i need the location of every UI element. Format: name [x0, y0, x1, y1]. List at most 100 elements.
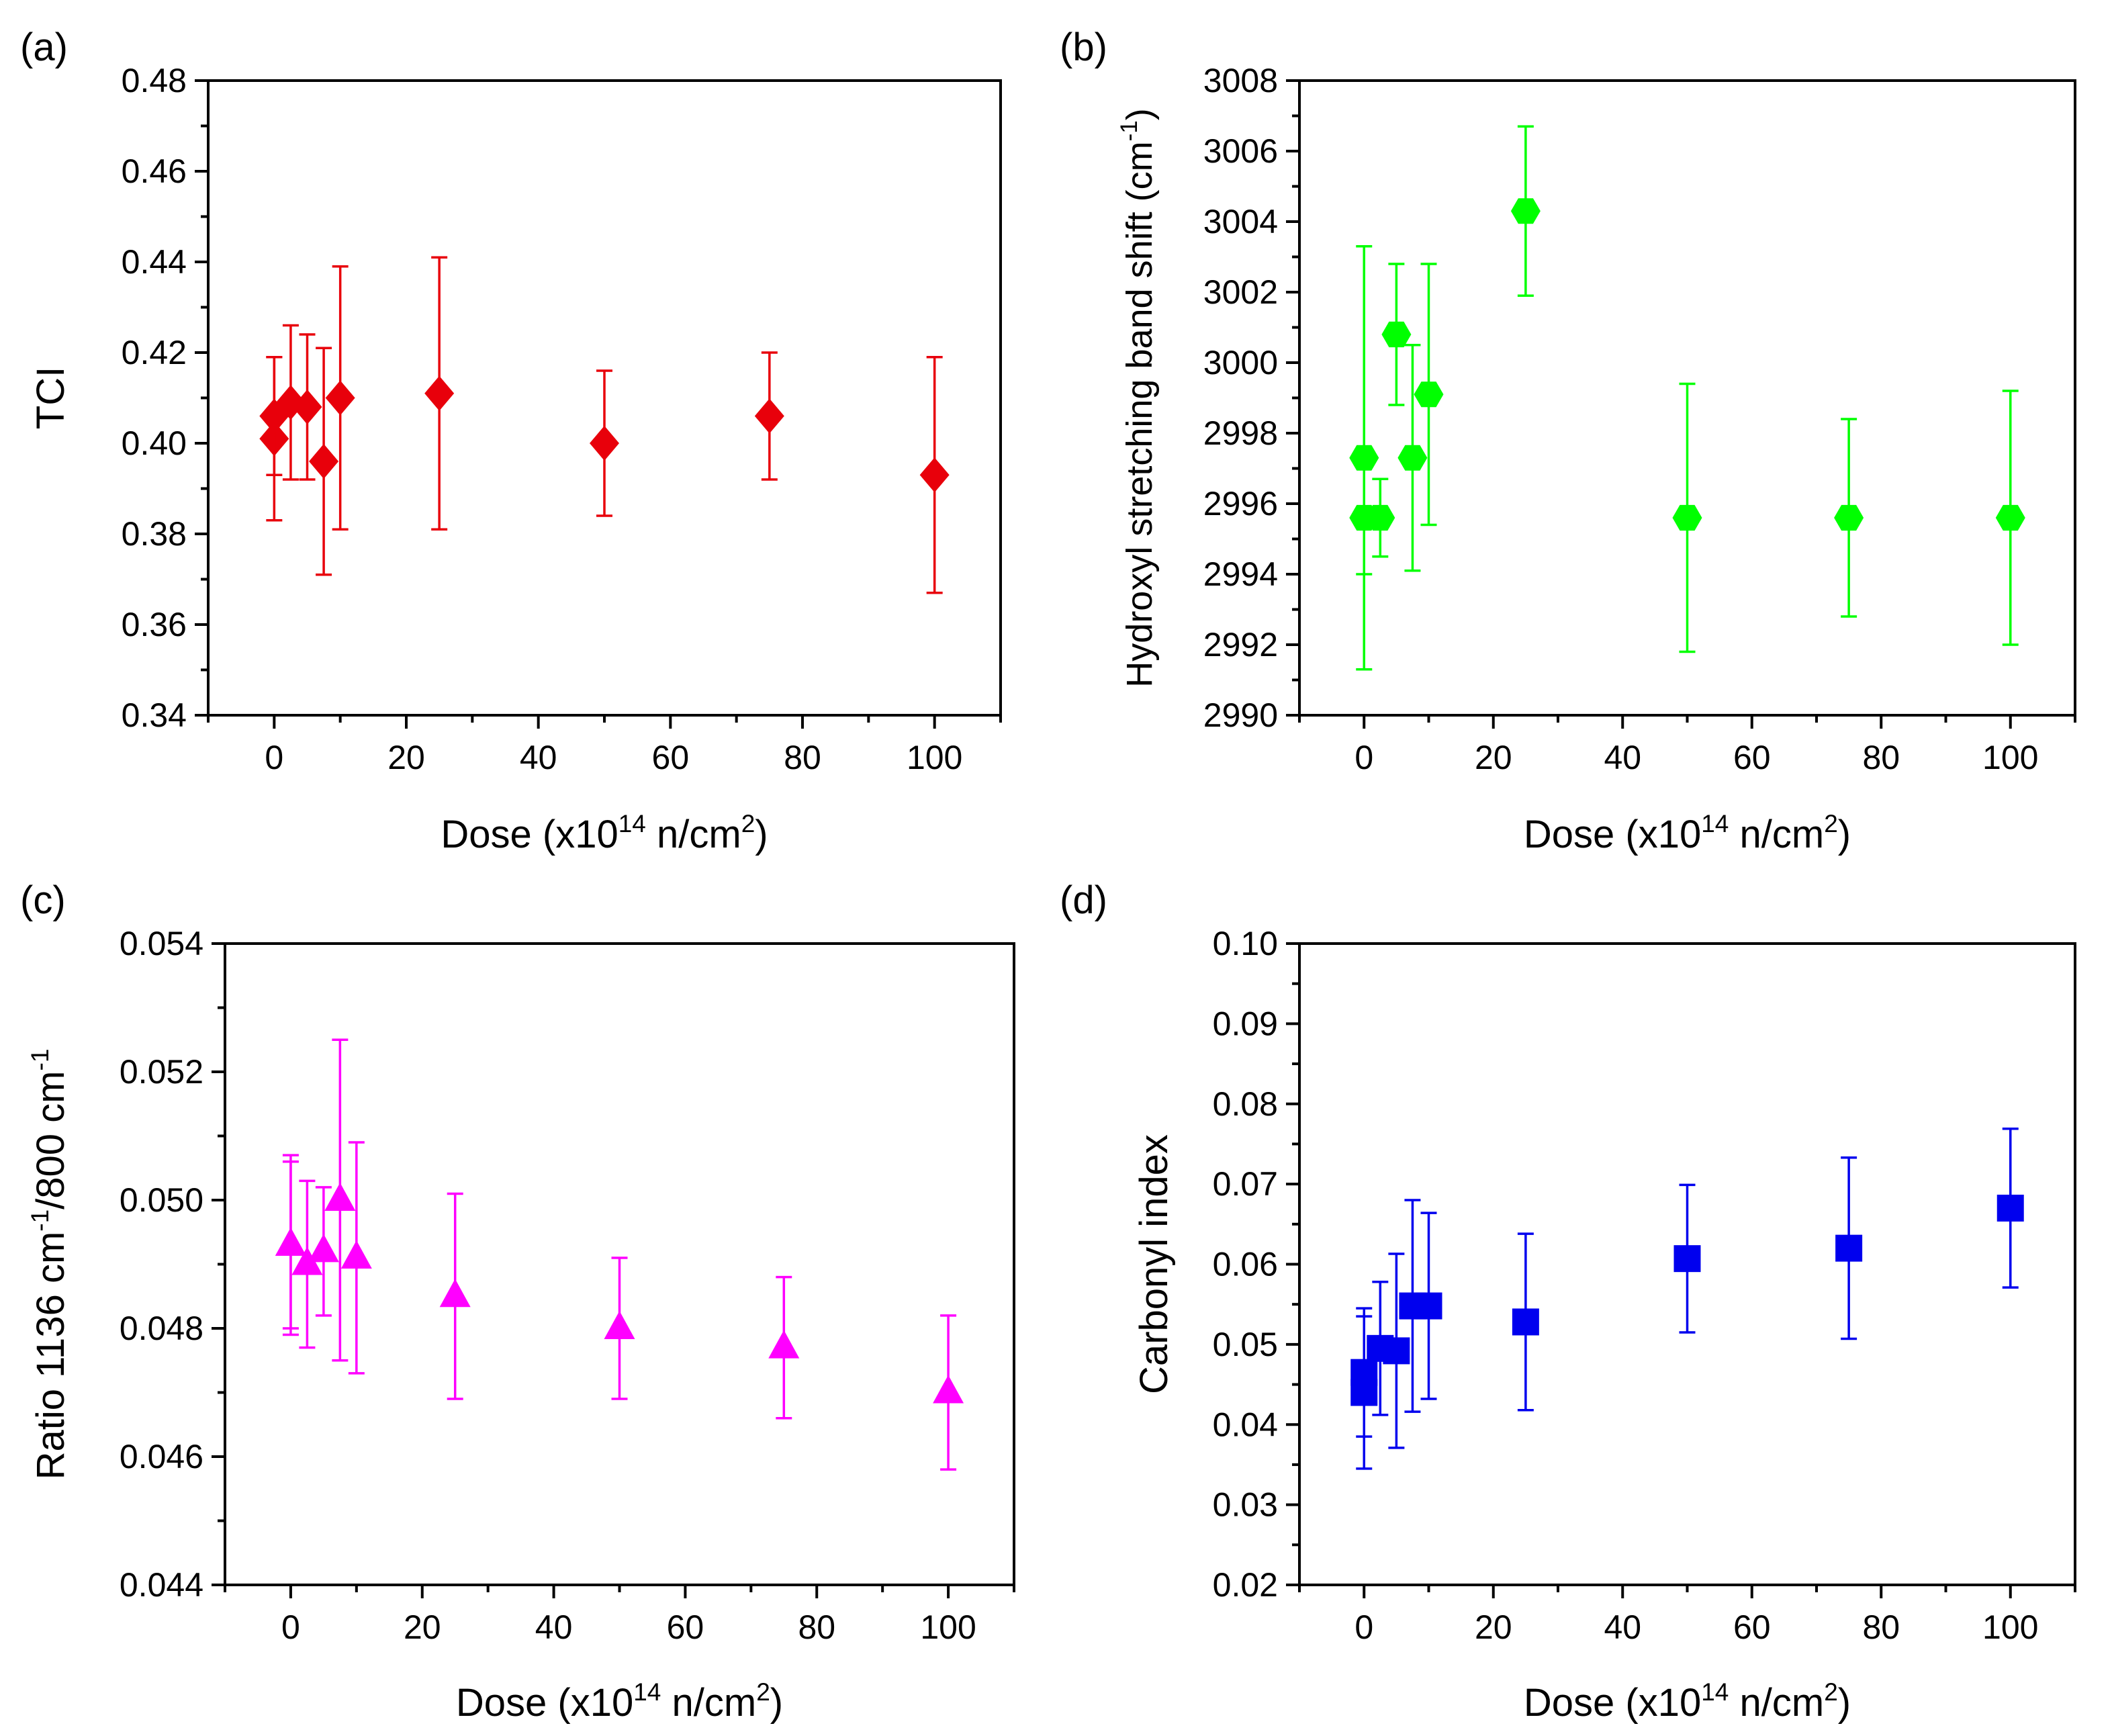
x-tick-label: 100: [1982, 1608, 2038, 1646]
y-axis-title: Carbonyl index: [1132, 1134, 1176, 1394]
marker-diamond: [292, 390, 322, 424]
data-point: [754, 351, 784, 481]
y-tick-label: 0.052: [120, 1053, 203, 1091]
marker-diamond: [309, 444, 339, 479]
marker-triangle: [933, 1375, 964, 1404]
data-point: [1834, 418, 1864, 618]
marker-hexagon: [1365, 504, 1395, 531]
y-tick-label: 0.48: [122, 62, 187, 99]
data-point: [1995, 390, 2025, 646]
data-point: [1672, 382, 1702, 653]
marker-diamond: [754, 398, 784, 434]
panel-c: (c) 0 20 40 60 80 100 0.044 0.046 0.048 0.050 0.052…: [20, 878, 1015, 1725]
x-tick-label: 60: [652, 739, 690, 776]
y-tick-label: 0.34: [122, 696, 187, 734]
data-point: [1510, 125, 1541, 297]
y-tick-label: 0.44: [122, 243, 187, 281]
x-axis-title: Dose (x1014 n/cm2): [441, 810, 768, 856]
y-tick-label: 0.46: [122, 152, 187, 190]
y-tick-label: 0.36: [122, 606, 187, 643]
y-tick-label: 0.03: [1213, 1486, 1278, 1524]
data-point: [1673, 1183, 1701, 1334]
y-tick-label: 0.048: [120, 1310, 203, 1347]
data-point: [919, 356, 950, 594]
y-tick-label: 0.04: [1213, 1406, 1278, 1443]
y-tick-label: 0.06: [1213, 1246, 1278, 1283]
data-point: [1512, 1232, 1539, 1412]
data-point: [604, 1257, 635, 1400]
marker-triangle: [768, 1330, 800, 1359]
y-tick-label: 0.044: [120, 1566, 203, 1604]
x-axis-title: Dose (x1014 n/cm2): [1524, 810, 1851, 856]
x-tick-label: 60: [667, 1608, 704, 1646]
y-tick-label: 3000: [1203, 344, 1278, 381]
x-tick-label: 60: [1733, 739, 1771, 776]
data-point: [309, 347, 339, 576]
x-axis-title: Dose (x1014 n/cm2): [1524, 1678, 1851, 1725]
marker-hexagon: [1672, 504, 1702, 531]
data-point: [590, 369, 619, 517]
data-point: [1365, 477, 1395, 558]
y-tick-label: 2990: [1203, 696, 1278, 734]
data-point: [424, 256, 455, 531]
data-point: [1415, 1212, 1442, 1400]
x-axis-title: Dose (x1014 n/cm2): [456, 1678, 783, 1725]
y-tick-label: 0.42: [122, 334, 187, 371]
marker-triangle: [604, 1311, 635, 1339]
panel-label: (c): [20, 878, 66, 922]
marker-triangle: [291, 1246, 323, 1275]
y-tick-label: 0.10: [1213, 925, 1278, 962]
marker-diamond: [919, 457, 950, 493]
x-tick-label: 40: [1604, 739, 1641, 776]
y-tick-label: 0.09: [1213, 1005, 1278, 1042]
marker-triangle: [340, 1240, 372, 1269]
data-point: [439, 1192, 471, 1400]
y-tick-label: 0.02: [1213, 1566, 1278, 1604]
panel-d: (d) 0 20 40 60 80 100 0.02 0.03 0.04 0.05 0.06 0.07 0…: [1060, 878, 2076, 1725]
data-point: [259, 356, 289, 476]
x-tick-label: 80: [1862, 739, 1900, 776]
marker-triangle: [439, 1279, 471, 1308]
x-tick-label: 20: [1475, 1608, 1512, 1646]
marker-square: [1673, 1245, 1701, 1273]
y-tick-label: 0.08: [1213, 1085, 1278, 1123]
x-tick-label: 20: [387, 739, 425, 776]
y-axis-title: TCI: [29, 367, 73, 429]
marker-triangle: [324, 1183, 356, 1211]
data-point: [1397, 344, 1428, 572]
x-tick-label: 100: [907, 739, 962, 776]
y-tick-label: 0.046: [120, 1438, 203, 1475]
x-tick-label: 40: [1604, 1608, 1641, 1646]
data-point: [1349, 245, 1379, 671]
x-tick-label: 20: [404, 1608, 441, 1646]
data-point: [324, 1038, 356, 1362]
y-tick-label: 0.40: [122, 424, 187, 462]
x-tick-label: 20: [1475, 739, 1512, 776]
data-point: [1381, 263, 1412, 406]
x-tick-label: 0: [281, 1608, 300, 1646]
y-axis-title: Hydroxyl stretching band shift (cm-1): [1116, 108, 1160, 687]
data-point: [768, 1275, 800, 1420]
marker-hexagon: [1349, 445, 1379, 471]
marker-triangle: [275, 1227, 306, 1256]
marker-hexagon: [1414, 381, 1444, 408]
x-tick-label: 100: [920, 1608, 976, 1646]
y-tick-label: 3008: [1203, 62, 1278, 99]
y-tick-label: 2994: [1203, 555, 1278, 593]
data-point: [292, 333, 322, 481]
data-point: [1835, 1156, 1863, 1340]
y-tick-label: 0.38: [122, 515, 187, 553]
x-tick-label: 80: [1862, 1608, 1900, 1646]
marker-square: [1383, 1337, 1410, 1365]
data-point: [340, 1141, 372, 1375]
x-tick-label: 60: [1733, 1608, 1771, 1646]
y-tick-label: 0.07: [1213, 1165, 1278, 1203]
marker-hexagon: [1381, 321, 1412, 348]
x-tick-label: 0: [1355, 1608, 1373, 1646]
panel-b: (b) 0 20 40 60 80 100 2990 2992 2994 2996 2998 3000 3…: [1060, 26, 2076, 856]
x-tick-label: 100: [1982, 739, 2038, 776]
y-tick-label: 2998: [1203, 414, 1278, 452]
data-point: [1996, 1128, 2024, 1289]
marker-square: [1415, 1292, 1442, 1320]
